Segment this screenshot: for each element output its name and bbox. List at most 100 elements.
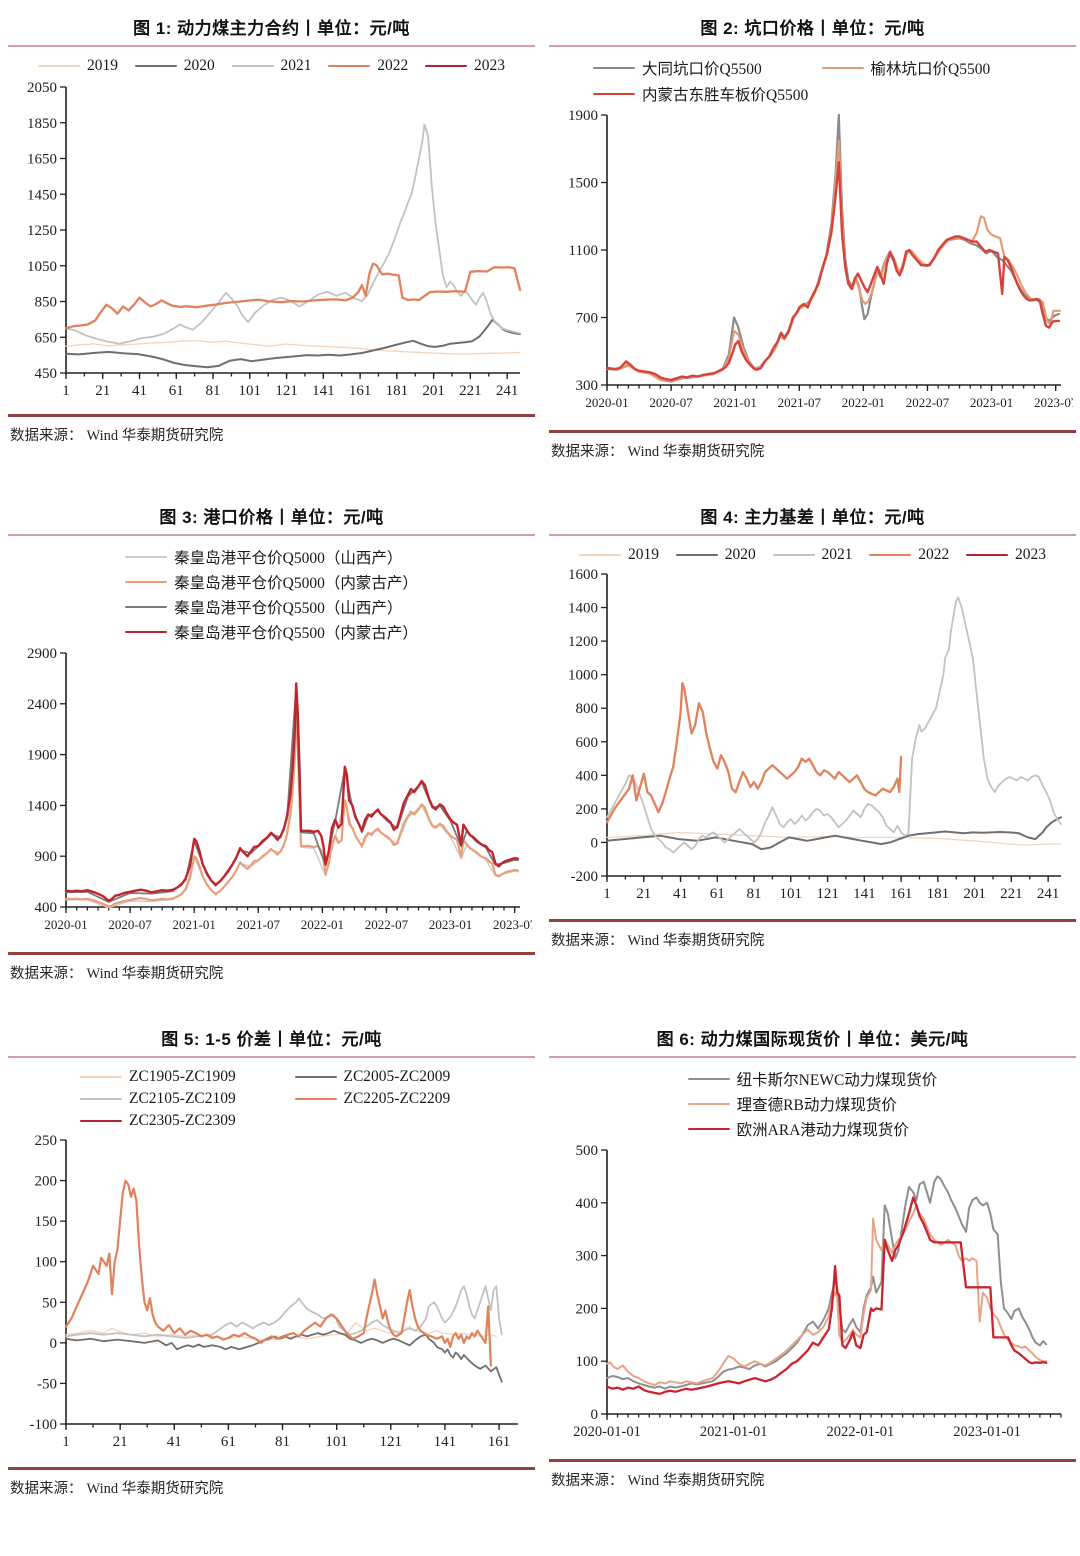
axis-ticks: [59, 652, 515, 913]
figure-3-title: 图 3: 港口价格丨单位：元/吨: [159, 508, 384, 527]
x-tick-label: 21: [636, 886, 651, 902]
axes: [64, 87, 520, 374]
legend-label: 秦皇岛港平仓价Q5000（内蒙古产）: [174, 575, 418, 592]
legend-item-fig1-4: 2023: [425, 57, 505, 75]
figure-4-title: 图 4: 主力基差丨单位：元/吨: [700, 508, 925, 527]
figure-panel-2: 图 2: 坑口价格丨单位：元/吨 大同坑口价Q5500 榆林坑口价Q5500 内蒙古…: [549, 12, 1076, 461]
x-tick-label: 161: [348, 383, 371, 399]
y-tick-label: 1000: [568, 668, 598, 684]
y-tick-label: 900: [34, 849, 57, 865]
data-source: 数据来源： Wind 华泰期货研究院: [10, 1477, 535, 1498]
axis-labels: 0 100 200 300 400 500 2020-01-01 2021-01-01 2022…: [573, 1143, 1021, 1440]
legend-item-fig4-4: 2023: [966, 546, 1046, 564]
legend-line-swatch: [687, 1103, 730, 1105]
y-tick-label: 50: [42, 1295, 57, 1311]
legend-label: 内蒙古东胜车板价Q5500: [642, 87, 809, 104]
x-tick-label: 81: [275, 1434, 290, 1450]
x-tick-label: 121: [379, 1434, 402, 1450]
axis-labels: 400 900 1400 1900 2400 2900 2020-01 2020-07 2021…: [27, 646, 532, 932]
separator-line: [8, 952, 535, 955]
y-tick-label: 150: [34, 1214, 57, 1230]
figure-6-legend: 纽卡斯尔NEWC动力煤现货价 理查德RB动力煤现货价 欧洲ARA港动力煤现货价: [687, 1068, 937, 1140]
y-tick-label: 400: [34, 900, 57, 916]
series-line-内蒙古东胜车板价Q5500: [605, 161, 1060, 382]
y-tick-label: 650: [34, 330, 57, 346]
separator-line: [549, 1459, 1076, 1462]
series-line-大同坑口价Q5500: [605, 113, 1060, 383]
legend-label: 大同坑口价Q5500: [642, 61, 762, 78]
legend-item-fig5-2: ZC2105-ZC2109: [80, 1090, 295, 1108]
legend-line-swatch: [134, 65, 177, 67]
y-tick-label: 850: [34, 295, 57, 311]
source-label: 数据来源：: [551, 933, 624, 949]
legend-line-swatch: [675, 554, 718, 556]
legend-label: 2023: [474, 57, 505, 74]
legend-label: 2020: [183, 57, 215, 74]
y-tick-label: 1500: [568, 176, 598, 192]
separator-line: [549, 430, 1076, 433]
x-tick-label: 2020-07: [649, 395, 693, 410]
x-tick-label: 81: [746, 886, 761, 902]
legend-label: ZC2105-ZC2109: [129, 1090, 236, 1107]
source-value: Wind 华泰期货研究院: [627, 1473, 765, 1489]
x-tick-label: 21: [112, 1434, 127, 1450]
x-tick-label: 141: [433, 1434, 456, 1450]
series-line-2020: [605, 816, 1062, 851]
x-tick-label: 101: [325, 1434, 348, 1450]
legend-label: 秦皇岛港平仓价Q5500（内蒙古产）: [174, 625, 418, 642]
legend-line-swatch: [687, 1128, 730, 1130]
legend-item-fig5-3: ZC2205-ZC2209: [294, 1090, 510, 1108]
legend-item-fig3-1: 秦皇岛港平仓价Q5000（内蒙古产）: [125, 571, 418, 593]
figure-6-line-chart: 0 100 200 300 400 500 2020-01-01 2021-01-01 2022…: [573, 1143, 1062, 1440]
legend-label: 2019: [628, 546, 659, 563]
series-line-ZC2005-ZC2009: [64, 1329, 503, 1383]
y-tick-label: 2050: [27, 80, 57, 96]
legend-line-swatch: [328, 65, 371, 67]
axis-ticks: [600, 1149, 1062, 1420]
x-tick-label: 161: [889, 886, 912, 902]
x-tick-label: 2020-01-01: [573, 1424, 641, 1440]
y-tick-label: 100: [34, 1255, 57, 1271]
y-tick-label: 250: [34, 1133, 57, 1149]
legend-label: ZC2305-ZC2309: [129, 1112, 236, 1129]
legend-item-fig1-0: 2019: [38, 57, 118, 75]
source-label: 数据来源：: [10, 1481, 83, 1497]
y-tick-label: 400: [575, 1196, 598, 1212]
x-tick-label: 121: [816, 886, 839, 902]
x-tick-label: 201: [963, 886, 986, 902]
data-source: 数据来源： Wind 华泰期货研究院: [551, 929, 1076, 950]
figure-panel-4: 图 4: 主力基差丨单位：元/吨 2019 2020 2021 2022 2023 -2…: [549, 501, 1076, 983]
series-line-理查德RB动力煤现货价: [605, 1204, 1047, 1386]
legend-item-fig2-1: 榆林坑口价Q5500: [821, 57, 1051, 79]
legend-line-swatch: [294, 1098, 337, 1100]
x-tick-label: 201: [422, 383, 445, 399]
series-line-2019: [64, 339, 521, 355]
figure-3-legend: 秦皇岛港平仓价Q5000（山西产） 秦皇岛港平仓价Q5000（内蒙古产） 秦皇岛港平…: [125, 546, 418, 643]
legend-item-fig3-3: 秦皇岛港平仓价Q5500（内蒙古产）: [125, 621, 418, 643]
legend-item-fig4-0: 2019: [579, 546, 659, 564]
axes: [64, 653, 520, 908]
legend-item-fig6-2: 欧洲ARA港动力煤现货价: [687, 1118, 909, 1140]
legend-line-swatch: [125, 606, 168, 608]
legend-item-fig1-3: 2022: [328, 57, 408, 75]
legend-item-fig4-3: 2022: [869, 546, 949, 564]
x-tick-label: 2020-01: [44, 917, 87, 932]
series-line-2022: [64, 262, 521, 330]
legend-item-fig5-0: ZC1905-ZC1909: [80, 1068, 295, 1086]
y-tick-label: 0: [590, 1407, 598, 1423]
y-tick-label: 1900: [568, 108, 598, 124]
figure-3-line-chart: 400 900 1400 1900 2400 2900 2020-01 2020-07 2021…: [27, 646, 532, 932]
x-tick-label: 1: [62, 383, 70, 399]
y-tick-label: 600: [575, 735, 598, 751]
figure-1-legend: 2019 2020 2021 2022 2023: [8, 57, 535, 75]
legend-label: 秦皇岛港平仓价Q5000（山西产）: [174, 550, 403, 567]
figure-6-title: 图 6: 动力煤国际现货价丨单位：美元/吨: [656, 1030, 969, 1049]
x-tick-label: 1: [603, 886, 611, 902]
source-value: Wind 华泰期货研究院: [627, 444, 765, 460]
x-tick-label: 181: [385, 383, 408, 399]
legend-label: ZC1905-ZC1909: [129, 1068, 236, 1085]
legend-line-swatch: [593, 93, 635, 95]
